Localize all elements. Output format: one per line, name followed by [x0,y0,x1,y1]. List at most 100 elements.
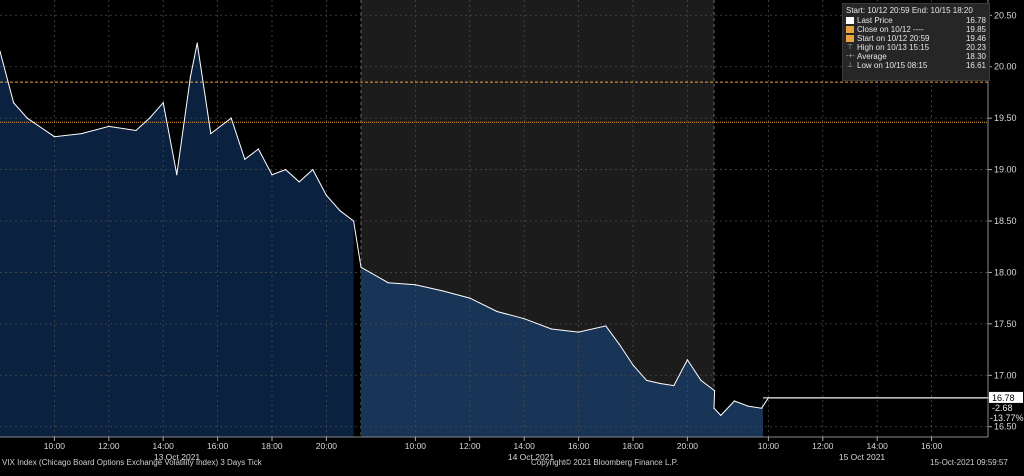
price-point [53,136,56,138]
x-tick-label: 16:00 [921,441,943,451]
price-point [496,310,498,313]
legend-row: Close on 10/12 ---- 19.85 [843,25,989,34]
legend-value: 19.85 [965,25,986,34]
legend-marker-icon: -+- [846,53,855,60]
x-tick-label: 12:00 [459,441,481,451]
price-point [713,407,715,409]
x-tick-label: 10:00 [405,441,427,451]
legend-value: 18.30 [965,52,986,61]
x-tick-label: 12:00 [812,441,834,451]
legend-label: Close on 10/12 ---- [857,25,924,34]
price-point [733,400,736,402]
legend-marker-icon: ⊥ [846,62,854,69]
price-point [244,158,246,160]
price-point [360,266,362,268]
y-tick-label: 18.00 [994,267,1017,277]
x-tick-label: 14:00 [514,441,536,451]
date-label: 15 Oct 2021 [839,452,886,462]
price-point [13,102,15,104]
price-line [0,43,996,417]
price-point [196,42,198,44]
legend-value: 16.61 [965,61,986,70]
pct-change-value: -13.77% [990,413,1024,423]
last-price-value: 16.78 [992,393,1015,403]
legend-label: Last Price [857,16,893,25]
price-point [618,343,621,346]
price-point [387,282,389,284]
timestamp: 15-Oct-2021 09:59:57 [930,458,1008,467]
price-point [442,290,444,292]
price-point [700,379,702,382]
legend-value: 20.23 [965,43,986,52]
x-tick-label: 20:00 [316,441,338,451]
price-point [659,382,661,385]
price-point [176,174,178,176]
y-tick-label: 19.00 [994,165,1017,175]
price-point [550,328,553,330]
x-tick-label: 18:00 [622,441,644,451]
legend-row: -+- Average 18.30 [843,52,989,61]
price-point [325,194,327,196]
price-point [271,174,273,176]
price-point [230,117,232,119]
price-point [210,132,212,135]
x-tick-label: 12:00 [98,441,120,451]
x-tick-label: 20:00 [677,441,699,451]
x-tick-label: 10:00 [44,441,66,451]
price-point [353,220,355,222]
legend-label: Average [857,52,887,61]
price-point [747,405,749,407]
price-point [632,364,634,366]
x-tick-label: 10:00 [758,441,780,451]
y-tick-label: 19.50 [994,113,1017,123]
area-fill-10-13 [0,43,354,437]
price-point [0,50,1,52]
legend-row: Last Price 16.78 [843,16,989,25]
net-change-value: -2.68 [992,403,1013,413]
price-point [414,284,416,286]
chart-legend: Start: 10/12 20:59 End: 10/15 18:20 Last… [842,3,990,81]
copyright-notice: Copyright© 2021 Bloomberg Finance L.P. [531,458,679,467]
y-tick-label: 17.50 [994,319,1017,329]
price-point [523,318,525,320]
price-point [108,125,110,127]
y-tick-label: 18.50 [994,216,1017,226]
legend-header: Start: 10/12 20:59 End: 10/15 18:20 [846,6,973,15]
last-price-tag [989,391,1023,403]
date-label: 14 Oct 2021 [508,452,555,462]
date-label: 13 Oct 2021 [154,452,201,462]
price-point [162,102,164,104]
area-fill-10-14 [361,267,715,437]
legend-label: Low on 10/15 08:15 [857,61,928,70]
price-point [469,297,471,299]
y-tick-label: 17.00 [994,370,1017,380]
price-point [720,414,722,416]
legend-marker-icon: ⊤ [846,44,854,51]
price-point [26,117,28,119]
legend-label: Start on 10/12 20:59 [857,34,930,43]
x-tick-label: 14:00 [867,441,889,451]
price-point [312,168,314,171]
y-tick-label: 16.50 [994,422,1017,432]
price-point [761,407,763,409]
price-point [81,132,83,135]
legend-row: Start on 10/12 20:59 19.46 [843,34,989,43]
price-point [149,117,151,119]
price-point [285,168,287,171]
price-point [673,384,675,387]
price-point [135,129,137,132]
price-point [257,148,259,150]
x-tick-label: 16:00 [207,441,229,451]
legend-value: 19.46 [965,34,986,43]
security-description: VIX Index (Chicago Board Options Exchang… [2,458,262,467]
x-tick-label: 14:00 [153,441,175,451]
legend-swatch-icon [846,17,854,24]
area-fill-10-15 [714,397,763,437]
legend-label: High on 10/13 15:15 [857,43,930,52]
price-point [686,359,689,361]
price-point [605,325,607,327]
legend-swatch-icon [846,35,854,42]
y-tick-label: 20.00 [994,62,1017,72]
x-tick-label: 16:00 [568,441,590,451]
